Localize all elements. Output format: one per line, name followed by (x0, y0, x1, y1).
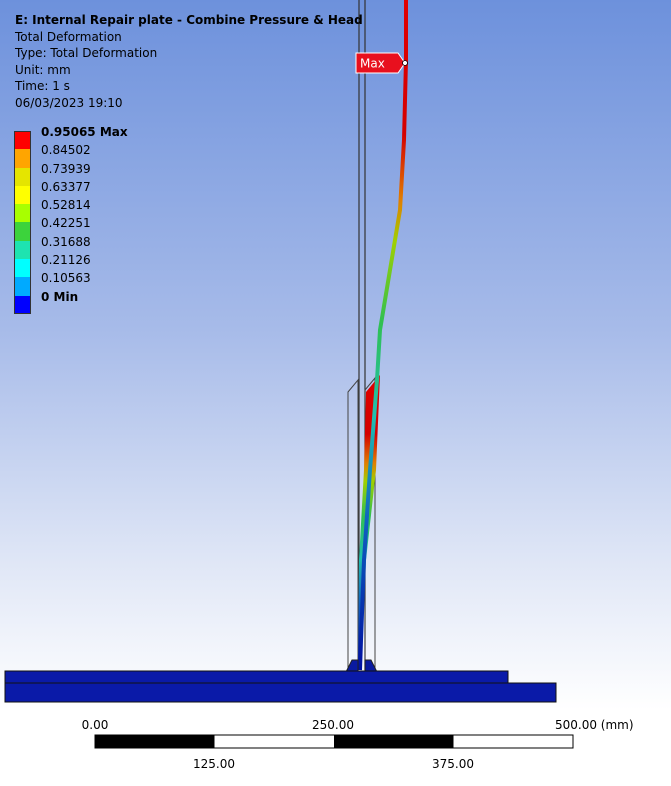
result-title: E: Internal Repair plate - Combine Press… (15, 13, 363, 27)
scale-bar (94, 734, 574, 749)
legend-swatch (14, 185, 31, 205)
scale-label: 125.00 (193, 757, 235, 771)
scale-label: 250.00 (312, 718, 354, 732)
base-plate (4, 682, 557, 703)
legend-swatch (14, 131, 31, 150)
legend-label: 0.42251 (41, 216, 91, 231)
info-line: 06/03/2023 19:10 (15, 95, 123, 110)
deformed-plate (358, 0, 408, 671)
legend-label: 0.84502 (41, 143, 91, 158)
legend-label: 0.73939 (41, 161, 91, 176)
scale-label: 375.00 (432, 757, 474, 771)
info-line: Time: 1 s (15, 79, 70, 93)
scale-segment (334, 735, 454, 748)
legend-swatch (14, 204, 31, 223)
probe-label: Max (360, 57, 385, 71)
legend-swatch (14, 277, 31, 296)
legend-label: 0.95065 Max (41, 125, 128, 139)
legend-label: 0.10563 (41, 271, 91, 286)
legend-swatch (14, 240, 31, 260)
legend-label: 0.52814 (41, 198, 91, 213)
legend-label: 0.31688 (41, 234, 91, 249)
legend-label: 0.63377 (41, 179, 91, 194)
result-header: E: Internal Repair plate - Combine Press… (15, 12, 363, 111)
scale-label: 500.00 (mm) (555, 718, 634, 732)
info-line: Type: Total Deformation (15, 46, 158, 60)
legend-swatch (14, 149, 31, 168)
legend-label: 0.21126 (41, 253, 91, 268)
legend-swatch (14, 295, 31, 314)
scale-segment (95, 735, 215, 748)
info-line: Total Deformation (15, 29, 122, 44)
legend-swatch (14, 259, 31, 278)
legend-swatch (14, 222, 31, 241)
scale-label: 0.00 (82, 718, 109, 732)
base-plate (4, 670, 509, 684)
legend-swatch (14, 167, 31, 186)
probe-point (402, 60, 408, 66)
info-line: Unit: mm (15, 62, 71, 77)
legend-label: 0 Min (41, 289, 79, 304)
result-info: Total Deformation Type: Total Deformation… (15, 29, 363, 112)
max-probe (355, 52, 406, 74)
